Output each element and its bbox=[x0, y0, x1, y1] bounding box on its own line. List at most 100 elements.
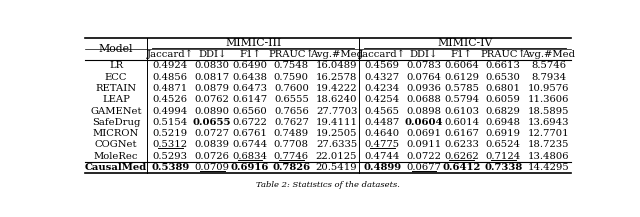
Text: 0.4856: 0.4856 bbox=[153, 73, 188, 82]
Text: 0.4487: 0.4487 bbox=[365, 118, 400, 127]
Text: Model: Model bbox=[99, 44, 133, 54]
Text: 0.5293: 0.5293 bbox=[153, 152, 188, 161]
Text: COGNet: COGNet bbox=[95, 140, 138, 149]
Text: 0.0726: 0.0726 bbox=[195, 152, 230, 161]
Text: 0.0722: 0.0722 bbox=[406, 152, 442, 161]
Text: 0.4526: 0.4526 bbox=[153, 95, 188, 104]
Text: Avg.#Med: Avg.#Med bbox=[522, 50, 575, 59]
Text: 0.0911: 0.0911 bbox=[406, 140, 442, 149]
Text: 0.6473: 0.6473 bbox=[232, 84, 268, 93]
Text: 0.6916: 0.6916 bbox=[230, 163, 269, 172]
Text: 16.0489: 16.0489 bbox=[316, 61, 357, 71]
Text: 0.7124: 0.7124 bbox=[486, 152, 521, 161]
Text: 0.7338: 0.7338 bbox=[484, 163, 522, 172]
Text: 0.4899: 0.4899 bbox=[363, 163, 401, 172]
Text: 0.4994: 0.4994 bbox=[152, 107, 188, 115]
Text: Avg.#Med: Avg.#Med bbox=[310, 50, 363, 59]
Text: MICRON: MICRON bbox=[93, 129, 139, 138]
Text: 22.0125: 22.0125 bbox=[316, 152, 357, 161]
Text: 0.0879: 0.0879 bbox=[195, 84, 230, 93]
Text: ECC: ECC bbox=[105, 73, 127, 82]
Text: 0.0783: 0.0783 bbox=[406, 61, 442, 71]
Text: 0.4924: 0.4924 bbox=[152, 61, 188, 71]
Text: 0.6059: 0.6059 bbox=[486, 95, 521, 104]
Text: 0.6233: 0.6233 bbox=[444, 140, 479, 149]
Text: 0.6262: 0.6262 bbox=[444, 152, 479, 161]
Text: 0.4744: 0.4744 bbox=[364, 152, 400, 161]
Text: 0.4640: 0.4640 bbox=[365, 129, 400, 138]
Text: 0.6744: 0.6744 bbox=[232, 140, 268, 149]
Text: 0.5785: 0.5785 bbox=[444, 84, 479, 93]
Text: 0.0727: 0.0727 bbox=[195, 129, 230, 138]
Text: 14.4295: 14.4295 bbox=[527, 163, 570, 172]
Text: 0.0762: 0.0762 bbox=[195, 95, 230, 104]
Text: 18.6240: 18.6240 bbox=[316, 95, 357, 104]
Text: DDI↓: DDI↓ bbox=[410, 50, 438, 59]
Text: 0.0830: 0.0830 bbox=[195, 61, 230, 71]
Text: RETAIN: RETAIN bbox=[95, 84, 136, 93]
Text: PRAUC↑: PRAUC↑ bbox=[268, 50, 314, 59]
Text: 0.6530: 0.6530 bbox=[486, 73, 521, 82]
Text: 0.7708: 0.7708 bbox=[274, 140, 309, 149]
Text: 0.7746: 0.7746 bbox=[274, 152, 309, 161]
Text: 0.7600: 0.7600 bbox=[274, 84, 309, 93]
Text: Jaccard↑: Jaccard↑ bbox=[358, 50, 406, 59]
Text: 27.6335: 27.6335 bbox=[316, 140, 357, 149]
Text: 0.0709: 0.0709 bbox=[195, 163, 230, 172]
Text: 0.0677: 0.0677 bbox=[406, 163, 442, 172]
Text: PRAUC↑: PRAUC↑ bbox=[481, 50, 526, 59]
Text: 27.7703: 27.7703 bbox=[316, 107, 357, 115]
Text: 0.0839: 0.0839 bbox=[195, 140, 230, 149]
Text: 0.6103: 0.6103 bbox=[444, 107, 479, 115]
Text: 0.6555: 0.6555 bbox=[274, 95, 309, 104]
Text: F1↑: F1↑ bbox=[451, 50, 473, 59]
Text: SafeDrug: SafeDrug bbox=[92, 118, 140, 127]
Text: 0.6761: 0.6761 bbox=[232, 129, 268, 138]
Text: 0.0691: 0.0691 bbox=[406, 129, 442, 138]
Text: 0.6412: 0.6412 bbox=[443, 163, 481, 172]
Text: 0.0688: 0.0688 bbox=[406, 95, 442, 104]
Text: 10.9576: 10.9576 bbox=[528, 84, 569, 93]
Text: 0.6801: 0.6801 bbox=[486, 84, 521, 93]
Text: 0.6147: 0.6147 bbox=[232, 95, 268, 104]
Text: 13.4806: 13.4806 bbox=[528, 152, 569, 161]
Text: 0.6129: 0.6129 bbox=[444, 73, 479, 82]
Text: 0.4871: 0.4871 bbox=[152, 84, 188, 93]
Text: DDI↓: DDI↓ bbox=[198, 50, 227, 59]
Text: LR: LR bbox=[109, 61, 123, 71]
Text: 0.4775: 0.4775 bbox=[365, 140, 400, 149]
Text: LEAP: LEAP bbox=[102, 95, 130, 104]
Text: 13.6943: 13.6943 bbox=[528, 118, 569, 127]
Text: 0.6919: 0.6919 bbox=[486, 129, 521, 138]
Text: 0.0898: 0.0898 bbox=[406, 107, 442, 115]
Text: F1↑: F1↑ bbox=[239, 50, 261, 59]
Text: 18.7235: 18.7235 bbox=[528, 140, 569, 149]
Text: 0.5389: 0.5389 bbox=[151, 163, 189, 172]
Text: 0.6014: 0.6014 bbox=[444, 118, 479, 127]
Text: 0.6948: 0.6948 bbox=[486, 118, 521, 127]
Text: 0.7656: 0.7656 bbox=[274, 107, 308, 115]
Text: 8.5746: 8.5746 bbox=[531, 61, 566, 71]
Text: MoleRec: MoleRec bbox=[94, 152, 138, 161]
Text: 0.5312: 0.5312 bbox=[152, 140, 188, 149]
Text: 12.7701: 12.7701 bbox=[527, 129, 569, 138]
Text: 0.4569: 0.4569 bbox=[365, 61, 399, 71]
Text: 0.0936: 0.0936 bbox=[406, 84, 442, 93]
Text: 0.7548: 0.7548 bbox=[274, 61, 309, 71]
Text: Jaccard↑: Jaccard↑ bbox=[147, 50, 194, 59]
Text: 0.7826: 0.7826 bbox=[272, 163, 310, 172]
Text: 0.4565: 0.4565 bbox=[365, 107, 399, 115]
Text: 0.6560: 0.6560 bbox=[232, 107, 268, 115]
Text: 0.0655: 0.0655 bbox=[193, 118, 232, 127]
Text: CausalMed: CausalMed bbox=[85, 163, 147, 172]
Text: 0.4234: 0.4234 bbox=[365, 84, 400, 93]
Text: 0.7590: 0.7590 bbox=[274, 73, 309, 82]
Text: Table 2: Statistics of the datasets.: Table 2: Statistics of the datasets. bbox=[256, 181, 400, 189]
Text: 0.0764: 0.0764 bbox=[406, 73, 442, 82]
Text: 8.7934: 8.7934 bbox=[531, 73, 566, 82]
Text: 11.3606: 11.3606 bbox=[528, 95, 569, 104]
Text: 0.0817: 0.0817 bbox=[195, 73, 230, 82]
Text: 0.5794: 0.5794 bbox=[444, 95, 479, 104]
Text: 0.6064: 0.6064 bbox=[444, 61, 479, 71]
Text: 0.6834: 0.6834 bbox=[232, 152, 268, 161]
